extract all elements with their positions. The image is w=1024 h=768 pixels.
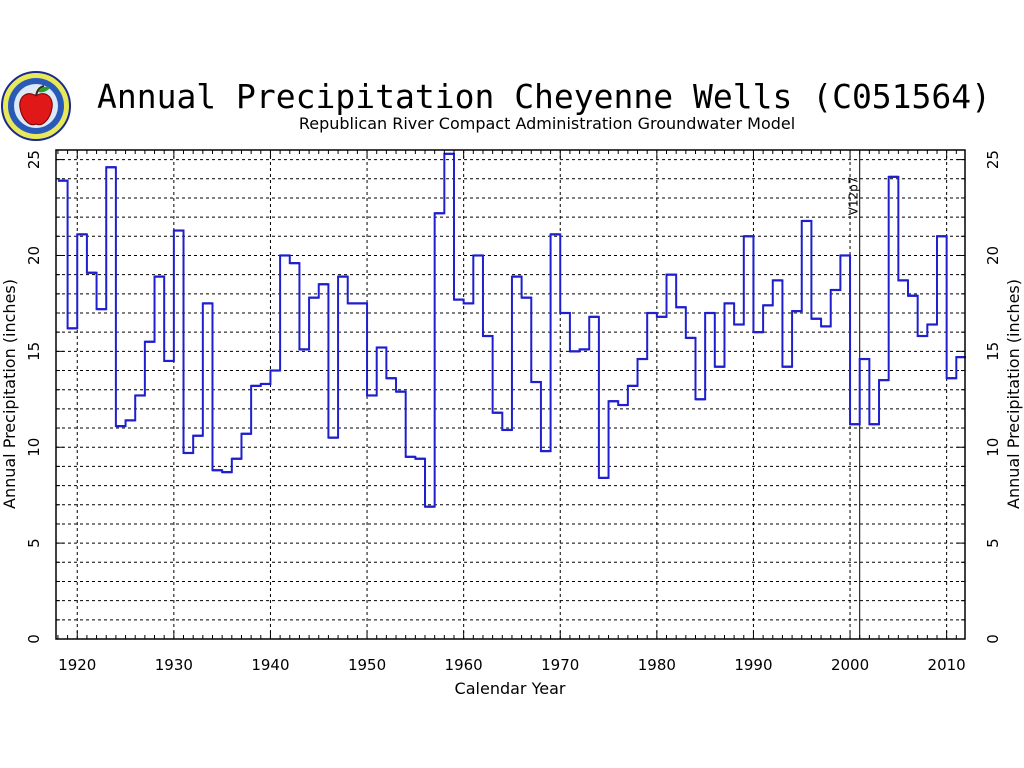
series-layer [57,152,966,508]
x-tick-label: 1930 [155,656,193,674]
x-tick-label: 1960 [445,656,483,674]
y-tick-label-left: 15 [25,342,43,361]
y-axis-title-right: Annual Precipitation (inches) [1004,279,1023,509]
y-tick-label-right: 25 [984,150,1002,169]
x-tick-label: 2000 [831,656,869,674]
apple-icon [19,93,53,126]
x-tick-label: 1940 [251,656,289,674]
y-tick-label-left: 5 [25,538,43,548]
y-axis-title-left: Annual Precipitation (inches) [0,279,19,509]
chart-title: Annual Precipitation Cheyenne Wells (C05… [97,77,991,116]
y-axis-left-ticks: 0 5 10 15 20 25 [25,150,64,644]
y-tick-label-left: 25 [25,150,43,169]
y-tick-label-right: 0 [984,634,1002,644]
x-tick-label: 1970 [541,656,579,674]
precipitation-series-line [57,152,966,508]
x-axis-title: Calendar Year [455,679,566,698]
plot-frame [55,149,966,640]
chart-subtitle: Republican River Compact Administration … [299,114,795,133]
y-tick-label-right: 10 [984,438,1002,457]
x-tick-label: 1920 [58,656,96,674]
y-tick-label-left: 10 [25,438,43,457]
y-tick-label-right: 5 [984,538,1002,548]
annotation: V12p7 [847,150,861,639]
rrca-logo [1,71,71,141]
y-axis-right-ticks: 0 5 10 15 20 25 [957,150,1002,644]
y-tick-label-left: 0 [25,634,43,644]
y-tick-label-left: 20 [25,246,43,265]
x-tick-label: 1990 [734,656,772,674]
x-tick-label: 1980 [638,656,676,674]
annotation-label: V12p7 [847,177,861,216]
x-tick-label: 2010 [928,656,966,674]
x-tick-label: 1950 [348,656,386,674]
x-axis-ticks: 1920 1930 1940 1950 1960 1970 1980 1990 2000 2010 [57,150,966,674]
y-tick-label-right: 15 [984,342,1002,361]
y-tick-label-right: 20 [984,246,1002,265]
grid-lines [56,150,965,639]
